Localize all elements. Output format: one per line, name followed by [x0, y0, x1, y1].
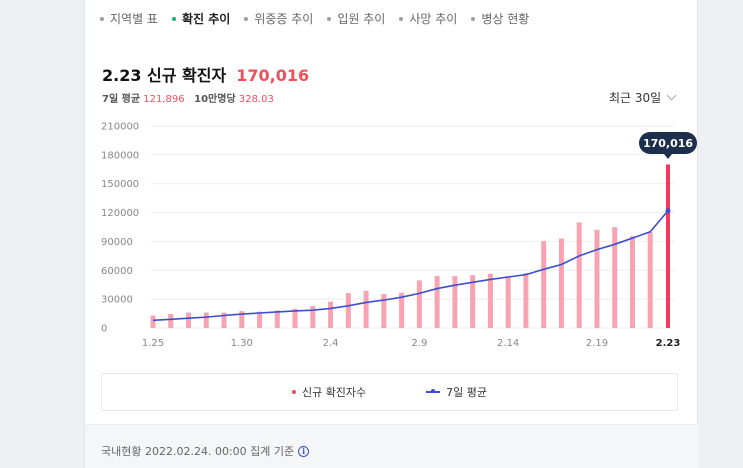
- tab-5[interactable]: 병상 현황: [471, 10, 529, 27]
- legend-line-label: 7일 평균: [446, 386, 488, 399]
- tab-label: 확진 추이: [181, 12, 231, 26]
- tab-3[interactable]: 입원 추이: [327, 10, 385, 27]
- bar: [505, 276, 511, 328]
- avg-label: 7일 평균: [102, 94, 141, 105]
- bar: [186, 312, 192, 328]
- bar: [487, 273, 493, 328]
- legend-item-line[interactable]: 7일 평균: [426, 384, 487, 400]
- summary-line: 7일 평균 121,896 10만명당 328.03: [102, 90, 274, 105]
- bar: [629, 236, 635, 328]
- bullet-icon: [399, 16, 404, 21]
- y-tick-label: 210000: [101, 122, 139, 133]
- new-cases-value: 170,016: [236, 66, 310, 85]
- legend-line-icon: [426, 389, 441, 393]
- bar: [576, 222, 582, 328]
- page-title: 2.23 신규 확진자 170,016: [102, 62, 309, 86]
- tab-label: 입원 추이: [337, 12, 386, 26]
- tooltip-value: 170,016: [643, 137, 693, 150]
- bar: [470, 275, 476, 328]
- period-label: 최근 30일: [609, 91, 662, 105]
- bullet-icon: [244, 16, 249, 21]
- x-tick-label: 2.23: [656, 338, 681, 349]
- bullet-icon: [471, 16, 476, 21]
- tooltip-pointer: [664, 154, 672, 159]
- info-icon[interactable]: i: [298, 445, 310, 457]
- per100k-value: 328.03: [238, 94, 274, 105]
- bar: [203, 312, 209, 328]
- legend-dot-icon: [291, 390, 296, 394]
- bar: [399, 292, 405, 328]
- bar: [452, 276, 458, 328]
- x-tick-label: 2.19: [586, 338, 608, 349]
- bar: [612, 227, 618, 328]
- tab-label: 위중증 추이: [254, 12, 314, 26]
- bar: [434, 275, 440, 328]
- y-tick-label: 90000: [101, 237, 133, 248]
- tab-label: 지역별 표: [110, 12, 158, 26]
- cases-chart: 0 30000 60000 90000 120000 150000 180000 210000…: [101, 122, 697, 349]
- bar: [150, 315, 156, 328]
- footer: 국내현황 2022.02.24. 00:00 집계 기준 i: [85, 424, 699, 468]
- bar: [257, 311, 263, 328]
- bullet-icon: [100, 16, 104, 21]
- bullet-icon: [171, 16, 176, 21]
- footer-text: 국내현황 2022.02.24. 00:00 집계 기준: [101, 445, 295, 458]
- x-tick-label: 2.14: [497, 338, 519, 349]
- y-tick-label: 150000: [101, 179, 139, 190]
- avg-value: 121,896: [143, 94, 185, 105]
- tab-0[interactable]: 지역별 표: [100, 10, 158, 27]
- bar: [274, 310, 280, 328]
- title-text: 2.23 신규 확진자: [102, 66, 227, 85]
- x-tick-label: 2.9: [411, 338, 427, 349]
- avg-line-point: [665, 208, 671, 214]
- bar: [523, 272, 529, 328]
- per100k-label: 10만명당: [194, 94, 236, 105]
- bar: [345, 293, 351, 328]
- chart-card: 지역별 표 확진 추이 위중증 추이 입원 추이 사망 추이 병상 현황 2.23 신규 …: [84, 0, 699, 468]
- y-tick-label: 120000: [101, 208, 139, 219]
- tab-4[interactable]: 사망 추이: [399, 10, 457, 27]
- bar: [239, 311, 245, 328]
- chevron-down-icon: [666, 90, 677, 101]
- bar: [558, 238, 564, 328]
- y-tick-label: 60000: [101, 266, 133, 277]
- avg-line: [152, 210, 669, 322]
- y-tick-label: 0: [101, 324, 107, 335]
- bar: [647, 232, 653, 328]
- x-tick-label: 2.4: [323, 338, 339, 349]
- x-tick-label: 1.25: [142, 338, 164, 349]
- tab-2[interactable]: 위중증 추이: [244, 10, 313, 27]
- bar: [221, 312, 227, 328]
- bar: [381, 294, 387, 328]
- x-tick-label: 1.30: [231, 338, 253, 349]
- tab-bar: 지역별 표 확진 추이 위중증 추이 입원 추이 사망 추이 병상 현황: [100, 10, 543, 27]
- bar: [292, 308, 298, 328]
- tab-label: 사망 추이: [409, 12, 458, 26]
- tab-1[interactable]: 확진 추이: [171, 10, 231, 27]
- footer-text-wrap: 국내현황 2022.02.24. 00:00 집계 기준 i: [101, 443, 310, 459]
- bar: [541, 241, 547, 328]
- period-dropdown[interactable]: 최근 30일: [609, 89, 677, 106]
- y-tick-label: 30000: [101, 295, 133, 306]
- bar: [416, 280, 422, 328]
- bar: [666, 164, 670, 328]
- bar: [328, 301, 334, 328]
- tooltip-box: [639, 132, 697, 154]
- tab-label: 병상 현황: [481, 12, 530, 26]
- bar: [310, 305, 316, 328]
- bullet-icon: [327, 16, 332, 21]
- bar: [363, 290, 369, 328]
- legend-item-bars[interactable]: 신규 확진자수: [291, 384, 367, 400]
- y-tick-label: 180000: [101, 150, 139, 161]
- legend-bar-label: 신규 확진자수: [301, 386, 367, 399]
- chart-legend: 신규 확진자수 7일 평균: [101, 373, 678, 411]
- bar: [168, 314, 174, 328]
- bar: [594, 229, 600, 328]
